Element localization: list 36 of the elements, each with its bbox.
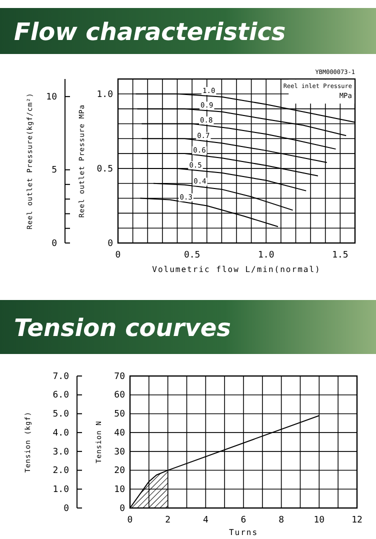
x-tick-label: 8: [278, 515, 284, 526]
y-tick-label: 50: [114, 410, 125, 420]
y-tick-label: 70: [114, 372, 125, 382]
y2-tick-label: 7.0: [52, 372, 69, 382]
x-tick-label: 10: [314, 515, 325, 526]
chart-title: Tension courves: [14, 314, 231, 342]
y-tick-label: 40: [114, 428, 125, 438]
y-tick-label: 0: [108, 238, 113, 249]
x-tick-label: 1.5: [332, 250, 348, 260]
x-axis-title: Volumetric flow L/min(normal): [152, 265, 321, 274]
y-tick-label: 30: [114, 447, 125, 458]
x-tick-label: 6: [240, 515, 246, 526]
y2-tick-label: 0: [64, 504, 69, 514]
x-tick-label: 0: [127, 515, 133, 526]
y-tick-label: 0: [120, 504, 125, 514]
y-tick-label: 10: [114, 485, 125, 496]
x-axis-title: Turns: [228, 528, 258, 537]
x-tick-label: 1.0: [258, 250, 274, 260]
x-tick-label: 4: [202, 515, 208, 526]
y2-tick-label: 0: [52, 238, 57, 249]
y2-tick-label: 3.0: [52, 447, 69, 458]
y-tick-label: 1.0: [96, 90, 113, 100]
x-tick-label: 0.5: [184, 250, 200, 260]
y2-tick-label: 5.0: [52, 410, 69, 420]
y2-tick-label: 2.0: [52, 466, 69, 476]
y2-tick-label: 4.0: [52, 428, 69, 438]
chart-title: Flow characteristics: [14, 18, 286, 46]
y2-tick-label: 5: [52, 166, 57, 176]
y-tick-label: 60: [114, 390, 125, 401]
x-tick-label: 2: [165, 515, 171, 526]
y2-tick-label: 6.0: [52, 390, 69, 401]
y-tick-label: 20: [114, 466, 125, 476]
y-tick-label: 0.5: [96, 164, 113, 174]
y2-tick-label: 1.0: [52, 485, 69, 496]
x-tick-label: 12: [352, 515, 362, 526]
y2-tick-label: 10: [46, 92, 57, 102]
